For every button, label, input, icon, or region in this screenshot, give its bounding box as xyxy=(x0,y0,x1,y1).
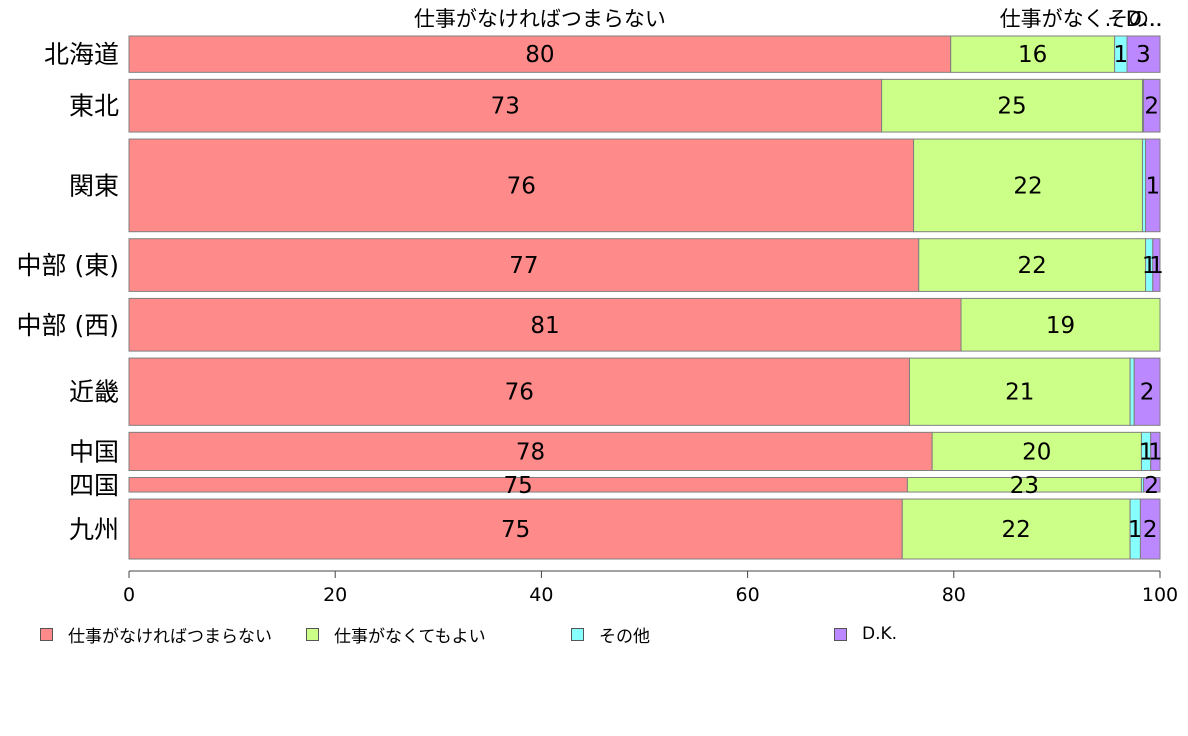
data-label: 1 xyxy=(1139,439,1154,465)
data-label: 75 xyxy=(504,473,533,499)
bar-segment xyxy=(128,78,883,133)
data-label: 23 xyxy=(1010,473,1039,499)
legend-swatch xyxy=(571,627,584,641)
bar-segment xyxy=(960,297,1161,352)
data-label: 1 xyxy=(1148,439,1163,465)
category-label: 関東 xyxy=(69,171,119,200)
bar-segment xyxy=(881,78,1143,133)
bar-segment xyxy=(950,35,1116,73)
category-label: 中国 xyxy=(69,437,119,466)
legend-label: D.K. xyxy=(862,624,898,644)
bar-segment xyxy=(918,238,1147,292)
top-series-label: 仕事がなければつまらない xyxy=(414,7,666,31)
legend-swatch xyxy=(834,627,847,641)
category-label: 中部 (西) xyxy=(17,311,119,340)
category-label: 中部 (東) xyxy=(17,251,119,280)
bar-segment xyxy=(1150,431,1161,471)
x-axis: 0 20 40 60 80 100 xyxy=(123,570,1178,606)
bar-segment xyxy=(1133,357,1161,426)
bar-segment xyxy=(128,431,933,471)
category-label: 東北 xyxy=(69,92,119,121)
data-label: 2 xyxy=(1144,473,1159,499)
legend-item: D.K. xyxy=(834,622,897,646)
bar-segment xyxy=(128,297,962,352)
legend-item: その他 xyxy=(571,622,650,647)
bar-segment xyxy=(128,357,910,426)
data-label: 75 xyxy=(501,517,530,543)
top-series-label: その.. xyxy=(1107,7,1162,31)
data-label: 16 xyxy=(1018,42,1047,68)
bar-segment xyxy=(901,498,1131,560)
bar-segment xyxy=(913,138,1143,233)
category-label: 近畿 xyxy=(69,378,119,407)
data-label: 25 xyxy=(997,94,1026,120)
data-label: 80 xyxy=(525,42,554,68)
data-label: 22 xyxy=(1018,253,1047,279)
data-label: 81 xyxy=(530,313,559,339)
bar-segment xyxy=(1139,498,1161,560)
legend: 仕事がなければつまらない 仕事がなくてもよい その他 D.K. xyxy=(0,622,1188,647)
bar-row: 81 19 中部 (西) xyxy=(17,297,1161,352)
x-tick-label: 60 xyxy=(736,584,760,606)
data-label: 76 xyxy=(505,380,534,406)
data-label: 78 xyxy=(516,439,545,465)
bar-segment xyxy=(128,35,952,73)
data-label: 22 xyxy=(1013,173,1042,199)
data-label: 1 xyxy=(1114,42,1129,68)
data-label: 22 xyxy=(1002,517,1031,543)
bar-row: 76 22 1 関東 xyxy=(69,138,1161,233)
legend-swatch xyxy=(40,627,53,641)
top-series-label: D... xyxy=(1126,7,1162,31)
data-label: 1 xyxy=(1128,517,1143,543)
bar-segment xyxy=(1126,35,1161,73)
bar-segment xyxy=(128,238,920,292)
top-series-label: 仕事がなく.. xyxy=(1000,7,1118,31)
x-tick-label: 20 xyxy=(323,584,347,606)
legend-item: 仕事がなければつまらない xyxy=(40,622,272,647)
bar-row: 75 23 2 四国 xyxy=(69,471,1161,500)
data-label: 2 xyxy=(1143,517,1158,543)
data-label: 73 xyxy=(491,94,520,120)
bar-segment xyxy=(931,431,1142,471)
x-tick-label: 100 xyxy=(1142,584,1178,606)
bar-segment xyxy=(128,138,915,233)
data-label: 76 xyxy=(507,173,536,199)
category-label: 四国 xyxy=(69,471,119,500)
data-label: 3 xyxy=(1136,42,1151,68)
legend-label: 仕事がなければつまらない xyxy=(68,626,272,647)
x-tick-label: 40 xyxy=(529,584,553,606)
data-label: 1 xyxy=(1149,253,1164,279)
x-tick-label: 0 xyxy=(123,584,135,606)
legend-label: 仕事がなくてもよい xyxy=(334,626,486,647)
legend-swatch xyxy=(306,627,319,641)
category-label: 北海道 xyxy=(44,40,119,69)
legend-item: 仕事がなくてもよい xyxy=(306,622,486,647)
bar-row: 80 16 1 3 北海道 xyxy=(44,35,1161,73)
data-label: 2 xyxy=(1140,380,1155,406)
data-label: 1 xyxy=(1145,173,1160,199)
bar-segment xyxy=(128,498,903,560)
bar-row: 78 20 11 中国 xyxy=(69,431,1163,471)
legend-label: その他 xyxy=(599,626,650,647)
bar-segment xyxy=(908,357,1131,426)
data-label: 19 xyxy=(1046,313,1075,339)
bar-row: 73 25 2 東北 xyxy=(69,78,1161,133)
bar-segment xyxy=(1145,138,1161,233)
x-tick-label: 80 xyxy=(942,584,966,606)
bar-segment xyxy=(1143,476,1161,493)
data-label: 20 xyxy=(1022,439,1051,465)
bar-segment xyxy=(1129,357,1135,426)
bar-row: 75 22 1 2 九州 xyxy=(69,498,1161,560)
bar-row: 76 21 2 近畿 xyxy=(69,357,1161,426)
data-label: 2 xyxy=(1144,94,1159,120)
data-label: 77 xyxy=(509,253,538,279)
top-header-labels: 仕事がなければつまらない 仕事がなく..その..D... xyxy=(414,7,1163,31)
bar-segment xyxy=(1143,78,1161,133)
category-label: 九州 xyxy=(69,515,119,544)
bar-segment xyxy=(1152,238,1161,292)
data-label: 21 xyxy=(1005,380,1034,406)
